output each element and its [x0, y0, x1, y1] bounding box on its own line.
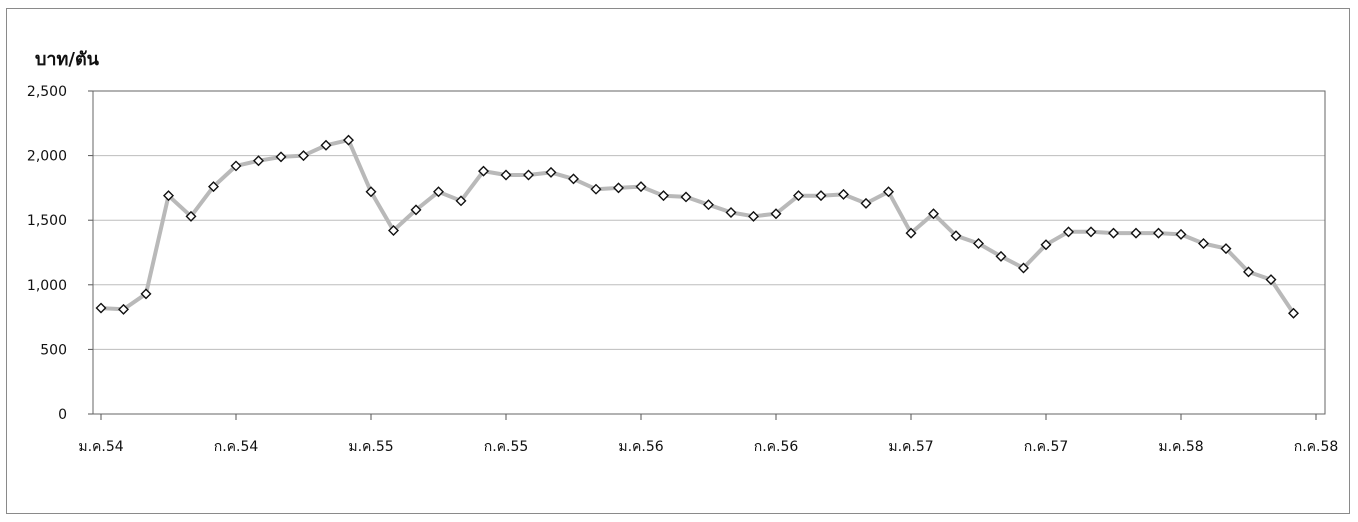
x-tick-label: ก.ค.56	[754, 439, 799, 455]
series-line-0	[100, 138, 1296, 315]
data-point	[410, 204, 422, 216]
y-tick-label: 2,500	[27, 84, 67, 100]
data-point	[815, 190, 827, 202]
plot-area-border	[92, 90, 1326, 415]
x-tick-label: ก.ค.58	[1294, 439, 1339, 455]
y-tick-label: 500	[40, 342, 67, 358]
data-markers	[95, 134, 1299, 319]
data-point	[1018, 262, 1029, 274]
x-tick-label: ม.ค.54	[78, 439, 123, 455]
data-point	[320, 139, 332, 151]
data-point	[1130, 227, 1142, 239]
data-point	[1085, 226, 1097, 238]
data-point	[208, 181, 219, 193]
data-point	[568, 173, 579, 185]
data-point	[275, 151, 287, 163]
data-point	[1063, 226, 1074, 238]
data-point	[748, 210, 759, 222]
data-point	[523, 169, 534, 181]
data-point	[950, 230, 962, 242]
series-line	[100, 138, 1296, 315]
gridlines	[93, 90, 1325, 350]
data-point	[455, 195, 467, 207]
data-point	[613, 182, 624, 194]
data-point	[793, 190, 804, 202]
data-point	[298, 150, 309, 162]
y-tick-label: 1,000	[27, 278, 67, 294]
data-point	[118, 303, 129, 315]
x-tick-label: ก.ค.57	[1024, 439, 1069, 455]
data-point	[1175, 228, 1187, 240]
data-point	[500, 169, 512, 181]
data-point	[95, 302, 107, 314]
y-tick-labels: 0 500 1,000 1,500 2,000 2,500	[27, 84, 67, 423]
data-point	[973, 237, 984, 249]
data-point	[185, 210, 197, 222]
data-point	[905, 227, 917, 239]
data-point	[725, 206, 737, 218]
data-point	[1040, 239, 1052, 251]
data-point	[253, 155, 264, 167]
data-point	[343, 134, 354, 146]
x-tick-label: ม.ค.56	[618, 439, 663, 455]
data-point	[883, 186, 894, 198]
x-tick-label: ก.ค.55	[484, 439, 529, 455]
data-point	[680, 191, 692, 203]
data-point	[365, 186, 377, 198]
data-point	[658, 190, 669, 202]
data-point	[860, 197, 872, 209]
data-point	[388, 225, 399, 237]
data-point	[163, 190, 174, 202]
data-point	[928, 208, 939, 220]
x-tick-label: ม.ค.57	[888, 439, 933, 455]
y-tick-label: 1,500	[27, 213, 67, 229]
axes	[88, 90, 1326, 420]
data-point	[703, 199, 714, 211]
data-point	[995, 250, 1007, 262]
data-point	[433, 186, 444, 198]
data-point	[1108, 227, 1119, 239]
y-axis-unit-label: บาท/ตัน	[35, 49, 100, 70]
data-point	[1153, 227, 1164, 239]
y-tick-label: 2,000	[27, 149, 67, 165]
x-tick-label: ม.ค.55	[348, 439, 393, 455]
data-point	[770, 208, 782, 220]
data-point	[1288, 307, 1299, 319]
data-point	[545, 166, 557, 178]
data-point	[230, 160, 242, 172]
data-point	[635, 181, 647, 193]
x-tick-label: ม.ค.58	[1158, 439, 1203, 455]
x-tick-label: ก.ค.54	[214, 439, 259, 455]
line-chart: บาท/ตัน 0 500 1,000 1,500 2,000 2,500 ม.ค.54 ก…	[27, 49, 1338, 455]
data-point	[1198, 237, 1209, 249]
y-tick-label: 0	[58, 407, 67, 423]
x-tick-labels: ม.ค.54 ก.ค.54 ม.ค.55 ก.ค.55 ม.ค.56 ก.ค.56 ม.ค.…	[78, 439, 1338, 455]
data-point	[590, 183, 602, 195]
data-point	[1243, 266, 1254, 278]
chart-frame: บาท/ตัน 0 500 1,000 1,500 2,000 2,500 ม.ค.54 ก…	[6, 8, 1350, 514]
data-point	[1220, 243, 1232, 255]
data-point	[1265, 274, 1277, 286]
data-point	[140, 288, 152, 300]
data-point	[838, 188, 849, 200]
data-point	[478, 165, 489, 177]
